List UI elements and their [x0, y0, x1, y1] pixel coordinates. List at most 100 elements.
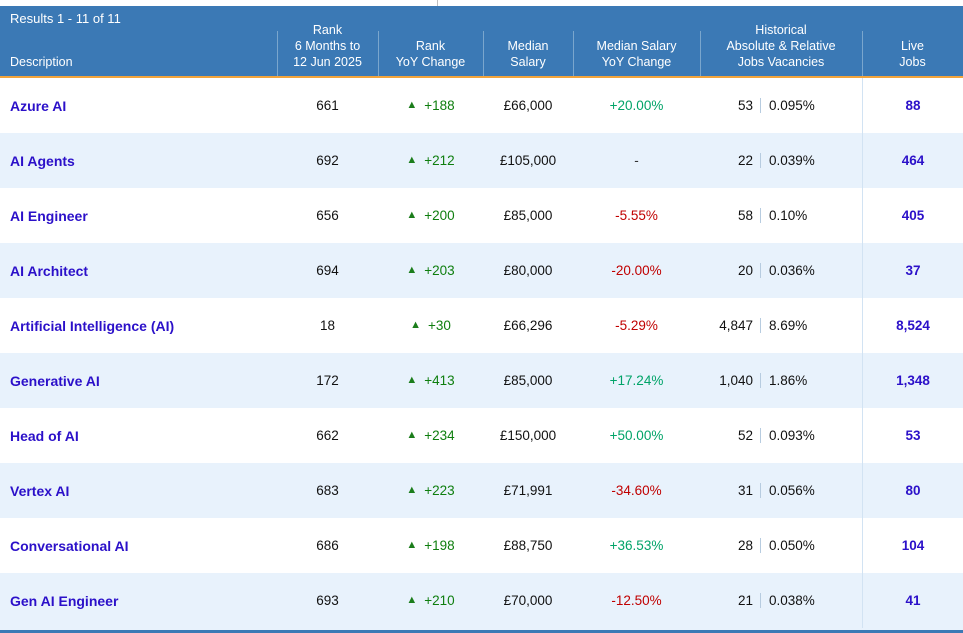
historical-cell: 21 0.038% [700, 573, 862, 628]
median-salary-cell: £80,000 [483, 243, 573, 298]
rank-cell: 662 [277, 408, 378, 463]
up-triangle-icon: ▲ [410, 318, 421, 331]
column-header-rank[interactable]: Rank 6 Months to 12 Jun 2025 [277, 23, 378, 76]
live-jobs-link[interactable]: 80 [905, 483, 921, 498]
table-row: AI Engineer 656 ▲ +200 £85,000 -5.55% 58 0.10% 4… [0, 188, 963, 243]
median-salary-value: £66,296 [503, 318, 553, 333]
description-link[interactable]: AI Engineer [10, 207, 88, 224]
live-jobs-link[interactable]: 88 [905, 98, 921, 113]
live-jobs-link[interactable]: 41 [905, 593, 921, 608]
live-jobs-cell: 464 [862, 133, 963, 188]
median-salary-value: £88,750 [503, 538, 553, 553]
column-header-description[interactable]: Description [10, 55, 73, 69]
results-count-label: Results 1 - 11 of 11 [10, 11, 121, 26]
column-header-salary-yoy[interactable]: Median Salary YoY Change [573, 28, 700, 76]
historical-cell: 58 0.10% [700, 188, 862, 243]
rank-value: 18 [319, 318, 336, 333]
median-salary-cell: £150,000 [483, 408, 573, 463]
historical-count: 58 [700, 208, 761, 223]
description-link[interactable]: Head of AI [10, 427, 79, 444]
live-jobs-link[interactable]: 464 [901, 153, 925, 168]
table-row: Head of AI 662 ▲ +234 £150,000 +50.00% 52 0.093… [0, 408, 963, 463]
up-triangle-icon: ▲ [406, 593, 418, 606]
median-salary-cell: £66,000 [483, 78, 573, 133]
live-jobs-link[interactable]: 53 [905, 428, 921, 443]
up-triangle-icon: ▲ [406, 428, 418, 441]
median-salary-value: £70,000 [503, 593, 553, 608]
median-salary-value: £80,000 [503, 263, 553, 278]
description-link[interactable]: Vertex AI [10, 482, 70, 499]
salary-change-value: -5.29% [615, 318, 658, 333]
description-cell: AI Architect [0, 243, 277, 298]
rank-change-cell: ▲ +200 [378, 188, 483, 243]
live-jobs-cell: 8,524 [862, 298, 963, 353]
rank-change-value: +200 [424, 208, 455, 223]
rank-change-value: +234 [424, 428, 455, 443]
salary-change-cell: +50.00% [573, 408, 700, 463]
median-salary-value: £105,000 [499, 153, 557, 168]
rank-cell: 694 [277, 243, 378, 298]
table-header: Results 1 - 11 of 11 Description Rank 6 … [0, 6, 963, 76]
historical-percent: 1.86% [769, 373, 808, 388]
rank-change-value: +223 [424, 483, 455, 498]
rank-cell: 661 [277, 78, 378, 133]
historical-cell: 4,847 8.69% [700, 298, 862, 353]
rank-value: 693 [316, 593, 339, 608]
live-jobs-link[interactable]: 37 [905, 263, 921, 278]
live-jobs-cell: 80 [862, 463, 963, 518]
description-link[interactable]: AI Agents [10, 152, 75, 169]
historical-count: 28 [700, 538, 761, 553]
historical-percent: 0.093% [769, 428, 815, 443]
description-cell: Vertex AI [0, 463, 277, 518]
median-salary-cell: £85,000 [483, 353, 573, 408]
rank-value: 683 [316, 483, 339, 498]
table-row: Artificial Intelligence (AI) 18 ▲ +30 £66,29… [0, 298, 963, 353]
footer-bar [0, 630, 963, 633]
description-link[interactable]: Conversational AI [10, 537, 129, 554]
table-row: Generative AI 172 ▲ +413 £85,000 +17.24% 1,040… [0, 353, 963, 408]
historical-percent: 0.039% [769, 153, 815, 168]
live-jobs-link[interactable]: 1,348 [896, 373, 930, 388]
median-salary-cell: £66,296 [483, 298, 573, 353]
median-salary-cell: £71,991 [483, 463, 573, 518]
description-link[interactable]: Azure AI [10, 97, 67, 114]
rank-value: 686 [316, 538, 339, 553]
historical-cell: 31 0.056% [700, 463, 862, 518]
median-salary-cell: £85,000 [483, 188, 573, 243]
table-row: AI Agents 692 ▲ +212 £105,000 - 22 0.039% 464 [0, 133, 963, 188]
description-cell: Generative AI [0, 353, 277, 408]
live-jobs-link[interactable]: 104 [901, 538, 925, 553]
rank-change-value: +30 [427, 318, 451, 333]
salary-change-cell: -34.60% [573, 463, 700, 518]
historical-count: 21 [700, 593, 761, 608]
rank-value: 656 [316, 208, 339, 223]
live-jobs-cell: 37 [862, 243, 963, 298]
salary-change-value: -12.50% [611, 593, 662, 608]
column-header-rank-yoy[interactable]: Rank YoY Change [378, 28, 483, 76]
description-link[interactable]: Gen AI Engineer [10, 592, 119, 609]
live-jobs-cell: 104 [862, 518, 963, 573]
live-jobs-link[interactable]: 8,524 [896, 318, 930, 333]
rank-change-cell: ▲ +234 [378, 408, 483, 463]
rank-change-cell: ▲ +212 [378, 133, 483, 188]
historical-percent: 0.10% [769, 208, 808, 223]
live-jobs-cell: 88 [862, 78, 963, 133]
column-header-median-salary[interactable]: Median Salary [483, 28, 573, 76]
table-row: Vertex AI 683 ▲ +223 £71,991 -34.60% 31 0.056% 8… [0, 463, 963, 518]
salary-change-cell: -5.55% [573, 188, 700, 243]
description-link[interactable]: AI Architect [10, 262, 89, 279]
footer-gap [0, 628, 963, 630]
rank-change-cell: ▲ +203 [378, 243, 483, 298]
table-row: Gen AI Engineer 693 ▲ +210 £70,000 -12.50% 21 0… [0, 573, 963, 628]
rank-value: 694 [316, 263, 339, 278]
description-link[interactable]: Artificial Intelligence (AI) [10, 317, 175, 334]
description-link[interactable]: Generative AI [10, 372, 100, 389]
rank-value: 692 [316, 153, 339, 168]
column-header-historical[interactable]: Historical Absolute & Relative Jobs Vaca… [700, 23, 862, 76]
live-jobs-link[interactable]: 405 [901, 208, 925, 223]
salary-change-value: +20.00% [609, 98, 664, 113]
column-header-live-jobs[interactable]: Live Jobs [862, 28, 963, 76]
median-salary-cell: £70,000 [483, 573, 573, 628]
rank-change-cell: ▲ +198 [378, 518, 483, 573]
median-salary-cell: £88,750 [483, 518, 573, 573]
